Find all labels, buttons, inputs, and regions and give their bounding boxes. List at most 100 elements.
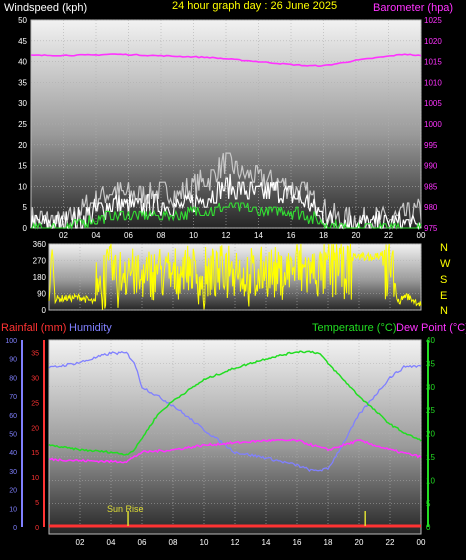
temp-xtick-label: 02 <box>76 538 85 547</box>
rainfall-ytick-label: 10 <box>31 475 39 482</box>
compass-n-bottom: N <box>440 305 448 317</box>
wind-xtick-label: 06 <box>124 231 133 240</box>
humidity-ytick-label: 60 <box>9 413 17 420</box>
humidity-axis-title: Humidity <box>69 322 112 334</box>
wind-ytick-label: 25 <box>18 120 27 129</box>
wind-ytick-label: 45 <box>18 37 27 46</box>
compass-s: S <box>440 274 447 286</box>
dewpoint-axis-title: Dew Point (°C) <box>396 322 466 334</box>
compass-n-top: N <box>440 242 448 254</box>
humidity-ytick-label: 30 <box>9 469 17 476</box>
humidity-ytick-label: 50 <box>9 432 17 439</box>
chart-marks <box>21 53 429 528</box>
wind-ytick-label: 0 <box>23 224 28 233</box>
tick-labels: 0510152025303540455097598098599099510001… <box>5 16 442 547</box>
temp-ytick-label: 5 <box>426 500 431 509</box>
wind-xtick-label: 00 <box>417 231 426 240</box>
temp-xtick-label: 00 <box>417 538 426 547</box>
temp-xtick-label: 18 <box>324 538 333 547</box>
rainfall-ytick-label: 35 <box>31 350 39 357</box>
humidity-ytick-label: 90 <box>9 357 17 364</box>
compass-w: W <box>440 258 451 270</box>
wind-xtick-label: 16 <box>287 231 296 240</box>
humidity-ytick-label: 0 <box>13 525 17 532</box>
barometer-axis-title: Barometer (hpa) <box>373 2 453 14</box>
baro-ytick-label: 1000 <box>424 120 442 129</box>
temp-ytick-label: 25 <box>426 406 435 415</box>
baro-ytick-label: 995 <box>424 141 438 150</box>
barometer-series-line <box>30 53 422 68</box>
wind-ytick-label: 50 <box>18 16 27 25</box>
temp-xtick-label: 22 <box>386 538 395 547</box>
wind-ytick-label: 40 <box>18 58 27 67</box>
direction-ytick-label: 0 <box>42 306 47 315</box>
temp-xtick-label: 10 <box>200 538 209 547</box>
rainfall-ytick-label: 30 <box>31 375 39 382</box>
temp-xtick-label: 06 <box>138 538 147 547</box>
sunrise-label: Sun Rise <box>107 504 144 514</box>
humidity-ytick-label: 40 <box>9 450 17 457</box>
wind-xtick-label: 12 <box>222 231 231 240</box>
average-series-line <box>31 202 422 230</box>
wind-xtick-label: 22 <box>384 231 393 240</box>
windspeed-axis-title: Windspeed (kph) <box>4 2 87 14</box>
wind-direction-series-line <box>48 243 422 311</box>
humidity-ytick-label: 70 <box>9 394 17 401</box>
baro-ytick-label: 1020 <box>424 37 442 46</box>
temp-ytick-label: 20 <box>426 430 435 439</box>
wind-ytick-label: 35 <box>18 78 27 87</box>
direction-ytick-label: 270 <box>33 257 47 266</box>
temp-ytick-label: 30 <box>426 383 435 392</box>
temp-xtick-label: 04 <box>107 538 116 547</box>
wind-ytick-label: 30 <box>18 99 27 108</box>
temp-xtick-label: 14 <box>262 538 271 547</box>
temp-xtick-label: 08 <box>169 538 178 547</box>
temp-ytick-label: 10 <box>426 476 435 485</box>
wind-xtick-label: 04 <box>92 231 101 240</box>
temp-xtick-label: 12 <box>231 538 240 547</box>
wind-xtick-label: 02 <box>59 231 68 240</box>
temperature-axis-title: Temperature (°C) <box>312 322 396 334</box>
baro-ytick-label: 975 <box>424 224 438 233</box>
direction-ytick-label: 180 <box>33 273 47 282</box>
direction-ytick-label: 90 <box>37 290 46 299</box>
wind-xtick-label: 14 <box>254 231 263 240</box>
humidity-ytick-label: 100 <box>5 338 17 345</box>
temp-ytick-label: 35 <box>426 359 435 368</box>
wind-xtick-label: 20 <box>352 231 361 240</box>
baro-ytick-label: 1010 <box>424 78 442 87</box>
baro-ytick-label: 1025 <box>424 16 442 25</box>
direction-ytick-label: 360 <box>33 240 47 249</box>
baro-ytick-label: 980 <box>424 203 438 212</box>
compass-e: E <box>440 290 447 302</box>
temperature-series-line <box>48 350 422 456</box>
humidity-ytick-label: 10 <box>9 506 17 513</box>
rainfall-ytick-label: 5 <box>35 500 39 507</box>
temp-ytick-label: 0 <box>426 523 431 532</box>
temp-xtick-label: 16 <box>293 538 302 547</box>
wind-ytick-label: 5 <box>23 203 28 212</box>
humidity-ytick-label: 20 <box>9 488 17 495</box>
temp-ytick-label: 15 <box>426 453 435 462</box>
rainfall-ytick-label: 25 <box>31 400 39 407</box>
rainfall-ytick-label: 20 <box>31 425 39 432</box>
temp-ytick-label: 40 <box>426 336 435 345</box>
humidity-series-line <box>48 350 422 472</box>
baro-ytick-label: 990 <box>424 162 438 171</box>
baro-ytick-label: 1005 <box>424 99 442 108</box>
dewpoint-series-line <box>48 438 422 464</box>
rainfall-ytick-label: 15 <box>31 450 39 457</box>
wind-ytick-label: 10 <box>18 182 27 191</box>
wind-xtick-label: 10 <box>189 231 198 240</box>
wind-ytick-label: 20 <box>18 141 27 150</box>
humidity-ytick-label: 80 <box>9 375 17 382</box>
wind-xtick-label: 08 <box>157 231 166 240</box>
rainfall-ytick-label: 0 <box>35 525 39 532</box>
rainfall-axis-title: Rainfall (mm) <box>1 322 66 334</box>
baro-ytick-label: 1015 <box>424 58 442 67</box>
chart-title: 24 hour graph day : 26 June 2025 <box>172 0 337 12</box>
wind-ytick-label: 15 <box>18 162 27 171</box>
wind-xtick-label: 18 <box>319 231 328 240</box>
